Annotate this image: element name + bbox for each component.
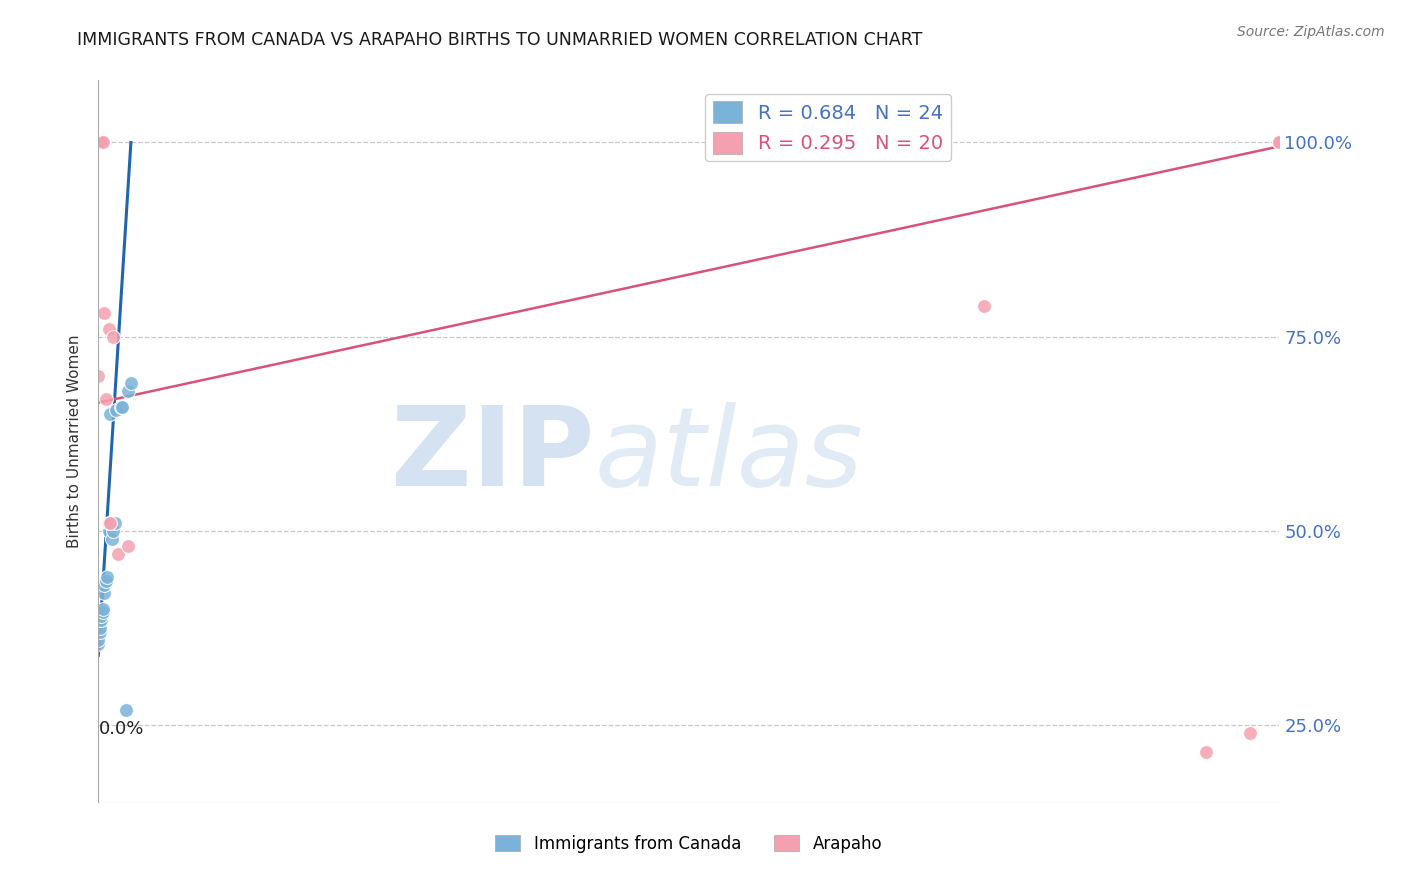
Point xyxy=(117,384,139,398)
Point xyxy=(93,586,115,600)
Point xyxy=(93,578,115,592)
Point xyxy=(1268,136,1291,150)
Point xyxy=(104,516,127,530)
Point xyxy=(98,516,121,530)
Text: 0.0%: 0.0% xyxy=(98,720,143,738)
Point xyxy=(94,392,117,406)
Y-axis label: Births to Unmarried Women: Births to Unmarried Women xyxy=(67,334,83,549)
Point xyxy=(1239,726,1261,740)
Point xyxy=(90,613,112,627)
Point xyxy=(98,408,121,422)
Point xyxy=(94,574,117,589)
Point xyxy=(89,613,111,627)
Point xyxy=(91,606,114,620)
Point xyxy=(96,570,118,584)
Point xyxy=(90,609,112,624)
Point xyxy=(89,624,111,639)
Text: Source: ZipAtlas.com: Source: ZipAtlas.com xyxy=(1237,25,1385,39)
Point xyxy=(89,621,111,635)
Point xyxy=(120,376,142,391)
Point xyxy=(91,136,114,150)
Point xyxy=(93,306,115,320)
Point xyxy=(103,329,125,343)
Point xyxy=(100,532,122,546)
Point xyxy=(973,299,995,313)
Point xyxy=(87,368,110,383)
Point xyxy=(117,540,139,554)
Point xyxy=(89,136,111,150)
Text: IMMIGRANTS FROM CANADA VS ARAPAHO BIRTHS TO UNMARRIED WOMEN CORRELATION CHART: IMMIGRANTS FROM CANADA VS ARAPAHO BIRTHS… xyxy=(77,31,922,49)
Point xyxy=(105,403,128,417)
Point xyxy=(91,601,114,615)
Point xyxy=(87,636,110,650)
Point xyxy=(97,516,120,530)
Point xyxy=(87,632,110,647)
Point xyxy=(111,400,134,414)
Point xyxy=(110,400,132,414)
Point xyxy=(115,702,138,716)
Text: ZIP: ZIP xyxy=(391,402,595,509)
Point xyxy=(107,547,129,561)
Point xyxy=(97,524,120,538)
Point xyxy=(1195,745,1218,759)
Point xyxy=(103,524,125,538)
Point xyxy=(89,136,111,150)
Point xyxy=(1268,136,1291,150)
Point xyxy=(97,322,120,336)
Legend: Immigrants from Canada, Arapaho: Immigrants from Canada, Arapaho xyxy=(489,828,889,860)
Text: atlas: atlas xyxy=(595,402,863,509)
Point xyxy=(1268,136,1291,150)
Point xyxy=(90,136,112,150)
Point xyxy=(1268,136,1291,150)
